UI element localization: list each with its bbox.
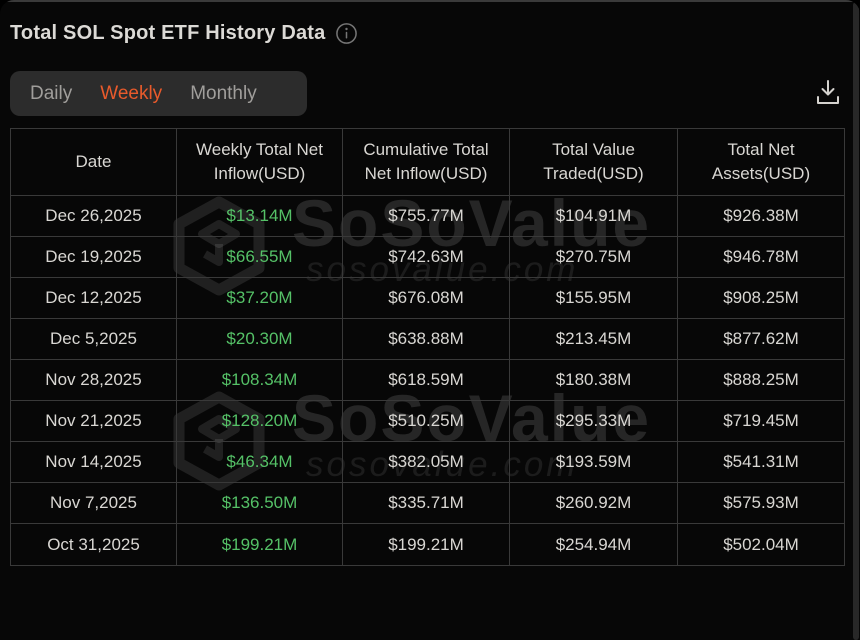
value-cell: $136.50M [177, 483, 343, 524]
date-cell: Nov 7,2025 [11, 483, 177, 524]
value-cell: $180.38M [510, 360, 678, 401]
column-header: Cumulative Total Net Inflow(USD) [343, 129, 510, 196]
value-cell: $270.75M [510, 237, 678, 278]
value-cell: $193.59M [510, 442, 678, 483]
tab-daily[interactable]: Daily [30, 82, 73, 104]
tab-weekly[interactable]: Weekly [100, 82, 163, 104]
value-cell: $742.63M [343, 237, 510, 278]
date-cell: Dec 26,2025 [11, 196, 177, 237]
table-header-row: Date Weekly Total Net Inflow(USD) Cumulati… [11, 129, 844, 196]
table-row: Nov 21,2025 $128.20M $510.25M $295.33M $719.… [11, 401, 844, 442]
value-cell: $638.88M [343, 319, 510, 360]
date-cell: Oct 31,2025 [11, 524, 177, 565]
download-icon[interactable] [812, 76, 844, 108]
value-cell: $335.71M [343, 483, 510, 524]
value-cell: $719.45M [678, 401, 844, 442]
table-row: Nov 28,2025 $108.34M $618.59M $180.38M $888.… [11, 360, 844, 401]
value-cell: $37.20M [177, 278, 343, 319]
period-tabbar: Daily Weekly Monthly [10, 71, 307, 116]
value-cell: $575.93M [678, 483, 844, 524]
value-cell: $877.62M [678, 319, 844, 360]
value-cell: $541.31M [678, 442, 844, 483]
table-row: Nov 7,2025 $136.50M $335.71M $260.92M $575.9… [11, 483, 844, 524]
date-cell: Nov 21,2025 [11, 401, 177, 442]
table-row: Dec 12,2025 $37.20M $676.08M $155.95M $908.2… [11, 278, 844, 319]
value-cell: $755.77M [343, 196, 510, 237]
date-cell: Dec 12,2025 [11, 278, 177, 319]
value-cell: $66.55M [177, 237, 343, 278]
table-row: Nov 14,2025 $46.34M $382.05M $193.59M $541.3… [11, 442, 844, 483]
value-cell: $510.25M [343, 401, 510, 442]
value-cell: $104.91M [510, 196, 678, 237]
value-cell: $618.59M [343, 360, 510, 401]
value-cell: $260.92M [510, 483, 678, 524]
value-cell: $502.04M [723, 534, 799, 554]
value-cell: $46.34M [177, 442, 343, 483]
info-icon[interactable] [335, 22, 358, 45]
etf-history-table: Date Weekly Total Net Inflow(USD) Cumulati… [10, 128, 845, 566]
date-cell: Nov 28,2025 [11, 360, 177, 401]
table-row: Dec 26,2025 $13.14M $755.77M $104.91M $926.3… [11, 196, 844, 237]
value-cell: $254.94M [510, 524, 678, 565]
value-cell: $155.95M [510, 278, 678, 319]
column-header: Total Net Assets(USD) [678, 129, 844, 196]
value-cell: $199.21M [343, 524, 510, 565]
date-cell: Dec 5,2025 [11, 319, 177, 360]
table-row: Dec 19,2025 $66.55M $742.63M $270.75M $946.7… [11, 237, 844, 278]
vertical-scrollbar[interactable] [853, 2, 859, 640]
value-cell: $382.05M [343, 442, 510, 483]
value-cell: $20.30M [177, 319, 343, 360]
value-cell: $13.14M [177, 196, 343, 237]
value-cell: $199.21M [177, 524, 343, 565]
table-row: Dec 5,2025 $20.30M $638.88M $213.45M $877.62… [11, 319, 844, 360]
value-cell: $128.20M [177, 401, 343, 442]
column-header: Total Value Traded(USD) [510, 129, 678, 196]
table-row: Oct 31,2025 $199.21M $199.21M $254.94M $502.… [11, 524, 844, 565]
page-title: Total SOL Spot ETF History Data [10, 22, 326, 44]
date-cell: Nov 14,2025 [11, 442, 177, 483]
value-cell: $213.45M [510, 319, 678, 360]
column-header: Date [11, 129, 177, 196]
card-header: Total SOL Spot ETF History Data [10, 22, 358, 45]
value-cell: $295.33M [510, 401, 678, 442]
date-cell: Dec 19,2025 [11, 237, 177, 278]
value-cell: $888.25M [678, 360, 844, 401]
column-header: Weekly Total Net Inflow(USD) [177, 129, 343, 196]
value-cell: $676.08M [343, 278, 510, 319]
tab-monthly[interactable]: Monthly [190, 82, 257, 104]
value-cell: $926.38M [678, 196, 844, 237]
value-cell: $108.34M [177, 360, 343, 401]
value-cell: $946.78M [678, 237, 844, 278]
value-cell: $908.25M [678, 278, 844, 319]
